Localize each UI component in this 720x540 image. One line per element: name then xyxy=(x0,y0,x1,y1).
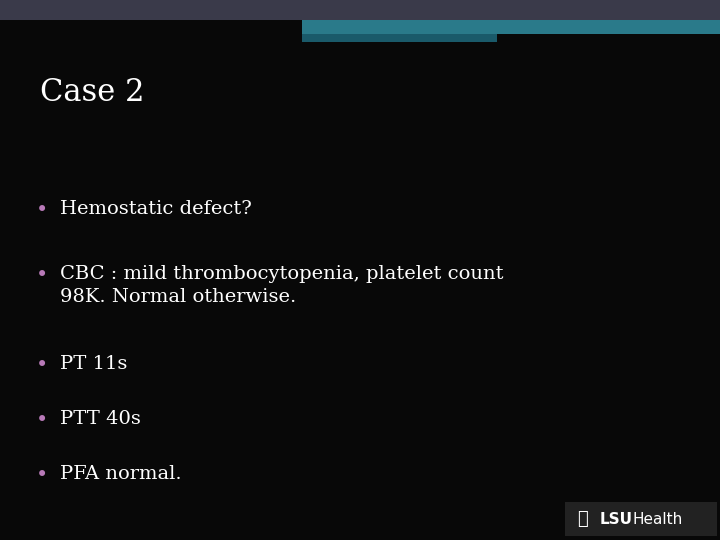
Text: PFA normal.: PFA normal. xyxy=(60,465,181,483)
Text: •: • xyxy=(36,200,48,220)
Text: PT 11s: PT 11s xyxy=(60,355,127,373)
Bar xyxy=(0,20,302,34)
Bar xyxy=(0,20,720,34)
Text: Hemostatic defect?: Hemostatic defect? xyxy=(60,200,252,218)
Text: Health: Health xyxy=(632,511,683,526)
Text: •: • xyxy=(36,410,48,430)
Bar xyxy=(565,502,717,536)
Text: •: • xyxy=(36,355,48,375)
Text: CBC : mild thrombocytopenia, platelet count
98K. Normal otherwise.: CBC : mild thrombocytopenia, platelet co… xyxy=(60,265,503,306)
Text: •: • xyxy=(36,465,48,485)
Text: •: • xyxy=(36,265,48,285)
Text: Case 2: Case 2 xyxy=(40,77,145,108)
Text: ⦾: ⦾ xyxy=(577,510,588,528)
Text: LSU: LSU xyxy=(600,511,633,526)
Bar xyxy=(0,0,720,20)
Text: PTT 40s: PTT 40s xyxy=(60,410,141,428)
Bar xyxy=(302,34,497,42)
